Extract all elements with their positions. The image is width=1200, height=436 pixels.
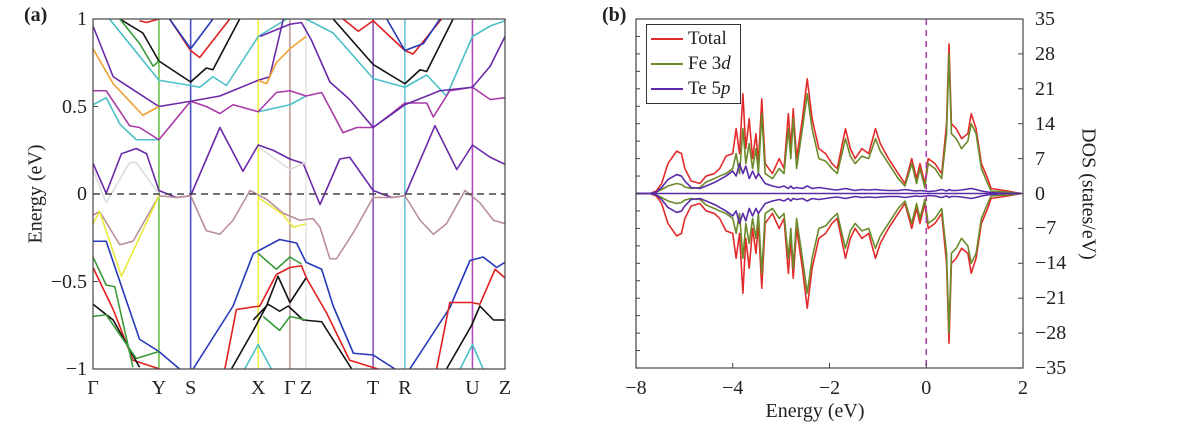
dos-x-tick-label: −4 [722,377,744,399]
dos-y-tick-label: −21 [1035,287,1067,310]
kpoint-label: Γ [87,377,99,399]
dos-y-tick-label: 7 [1035,147,1045,170]
band-curve [93,256,134,368]
kpoint-label: Z [299,377,313,399]
legend-label-total: Total [688,28,727,49]
dos-y-tick-label: −7 [1035,217,1057,240]
band-curve [93,189,505,260]
band-curve [93,96,159,141]
legend-label-fe3d-orbital: d [721,53,731,74]
dos-y-tick-label: 28 [1035,42,1055,65]
dos-x-tick-label: 0 [921,377,932,399]
band-curve [93,124,505,206]
band-curve [243,343,273,369]
band-curve [230,275,307,369]
band-curve [168,19,231,59]
band-curve [93,267,160,369]
band-curve [257,146,307,171]
band-curve [93,19,285,108]
dos-curve-total-spin-down [636,192,1022,344]
band-curve [192,238,396,369]
kpoint-label: R [398,377,412,399]
band-curve [459,343,484,369]
legend-label-te5p: Te 5 [688,78,721,99]
dos-curve-te-5p-spin-down [636,192,1022,225]
dos-x-tick-label: 2 [1018,377,1028,399]
band-curve [445,305,505,369]
band-curve [93,313,160,360]
dos-x-tick-label: −2 [818,377,841,399]
band-curve [119,19,160,68]
band-curve [224,264,379,369]
band-curve [305,19,505,97]
band-y-tick-label: 0.5 [62,95,87,118]
dos-y-tick-label: −35 [1035,357,1067,379]
band-curve [258,95,307,113]
kpoint-label: X [250,377,266,399]
dos-y-tick-label: 35 [1035,8,1055,30]
band-y-tick-label: −0.5 [50,270,87,293]
dos-y-tick-label: 21 [1035,77,1055,100]
band-curve [409,256,505,369]
dos-y-tick-label: 14 [1035,112,1055,135]
dos-y-tick-label: −14 [1035,252,1067,275]
legend-line-total [651,38,683,40]
band-curve [257,196,307,229]
dos-y-axis-title: DOS (states/eV) [1077,128,1100,260]
band-curve [93,195,160,278]
band-curve [93,240,181,369]
band-curve [93,86,505,141]
band-curve [119,19,241,83]
kpoint-label: T [367,377,380,399]
legend-line-fe3d [651,63,683,65]
dos-x-tick-label: −8 [625,377,647,399]
kpoint-label: Z [498,377,512,399]
band-curve [139,19,160,24]
band-y-tick-label: 0 [77,183,87,205]
kpoint-label: S [185,377,197,399]
dos-curve-fe-3d-spin-down [636,192,1022,334]
band-y-tick-label: −1 [65,358,87,380]
band-curve [342,19,443,55]
band-lines [93,19,505,369]
panel-b-label: (b) [602,4,627,26]
band-curve [435,268,505,369]
band-curve [108,19,288,89]
dos-curve-fe-3d-spin-up [636,53,1022,195]
band-curve [93,48,160,117]
kpoint-label: Γ [284,377,296,399]
kpoint-label: Y [151,377,167,399]
band-curve [262,315,307,332]
dos-curve-te-5p-spin-up [636,162,1022,195]
legend-label-te5p-orbital: p [720,78,731,99]
dos-x-axis-title: Energy (eV) [765,400,865,422]
legend-line-te5p [651,88,683,90]
kpoint-label: U [465,377,480,399]
legend-item-total: Total [651,26,727,52]
dos-y-tick-label: 0 [1035,182,1045,205]
panel-a-label: (a) [24,4,48,26]
band-curve [332,19,454,85]
band-curve [252,303,353,369]
band-curve [93,161,160,204]
band-curve [257,252,302,271]
band-y-tick-label: 1 [77,8,87,30]
band-curve [386,19,441,52]
dos-y-tick-label: −28 [1035,322,1067,345]
band-curve [257,35,307,85]
band-curve [168,19,214,50]
legend-label-fe3d: Fe 3 [688,53,722,74]
dos-lines [636,43,1023,344]
band-curve [259,21,505,129]
